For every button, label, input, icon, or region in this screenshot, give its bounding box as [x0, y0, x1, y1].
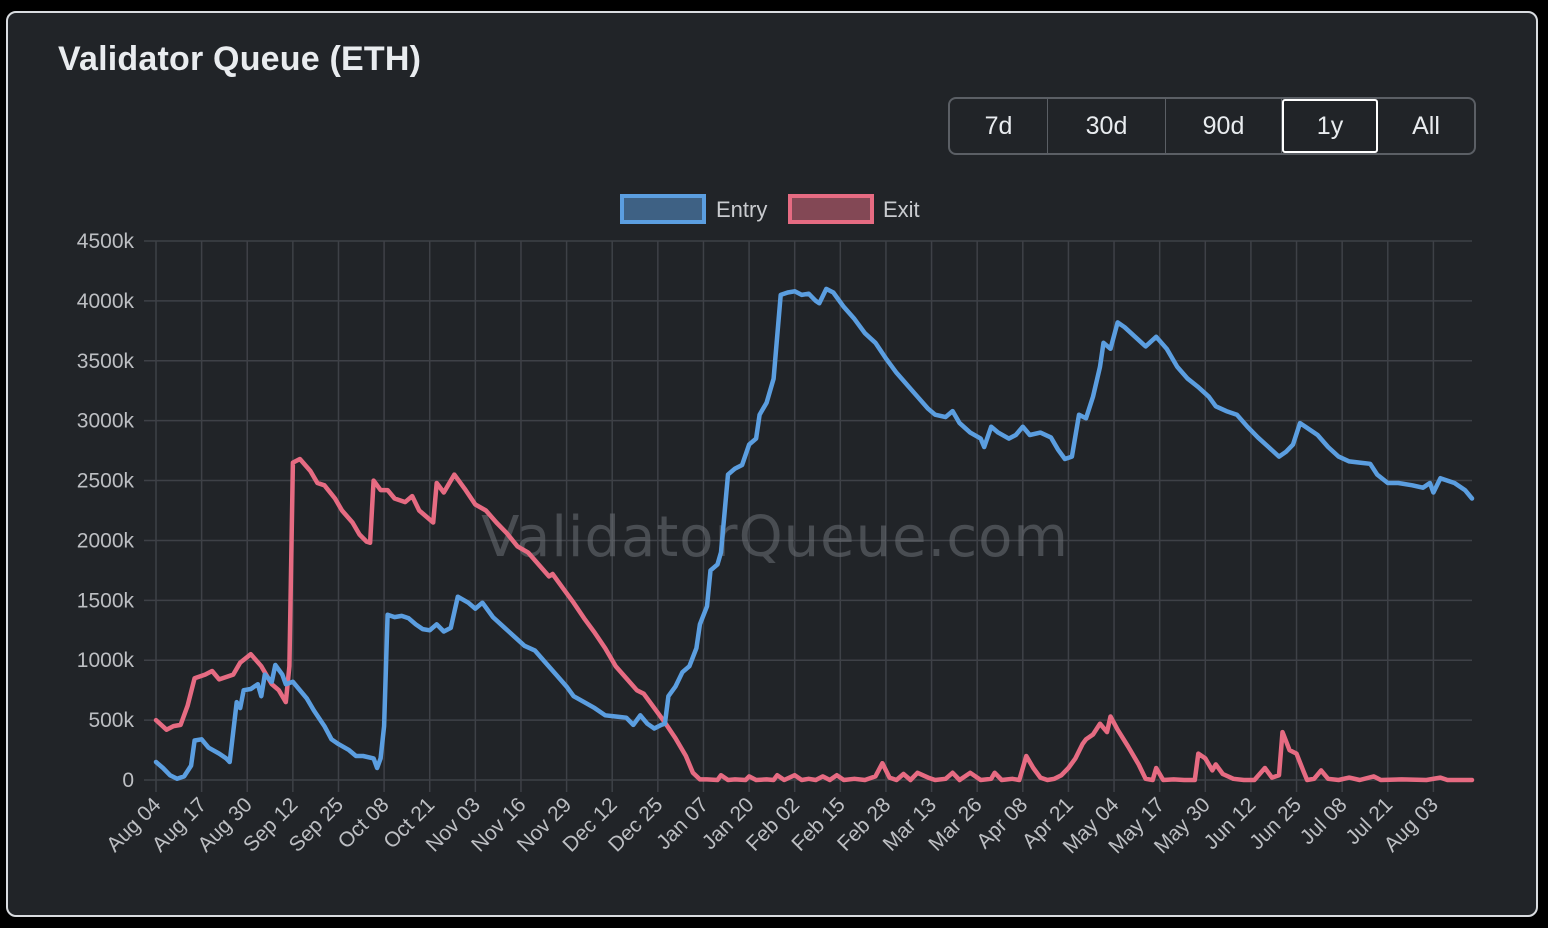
range-button-30d[interactable]: 30d — [1048, 99, 1166, 153]
y-axis-ticks: 0 500k 1000k 1500k 2000k 2500k 3000k 3500k 4000k… — [77, 230, 135, 792]
y-tick-label: 1500k — [77, 589, 135, 612]
x-tick-label: Jun 25 — [1245, 793, 1306, 854]
chart-series — [153, 286, 1475, 783]
chart-card — [6, 11, 1538, 917]
y-tick-label: 500k — [88, 709, 134, 732]
y-tick-label: 0 — [122, 769, 134, 792]
legend-item-exit[interactable]: Exit — [788, 194, 920, 224]
series-line-exit — [153, 456, 1475, 783]
range-button-90d[interactable]: 90d — [1166, 99, 1282, 153]
y-tick-label: 3000k — [77, 410, 135, 433]
watermark: ValidatorQueue.com — [481, 505, 1069, 570]
range-button-all[interactable]: All — [1412, 111, 1440, 140]
legend-swatch — [788, 194, 874, 224]
series-line-entry — [153, 286, 1475, 782]
y-tick-label: 4500k — [77, 230, 135, 253]
chart-legend[interactable]: Entry Exit — [620, 194, 920, 224]
y-tick-label: 2500k — [77, 470, 135, 493]
page-title: Validator Queue (ETH) — [58, 40, 422, 78]
y-tick-label: 1000k — [77, 649, 135, 672]
legend-item-entry[interactable]: Entry — [620, 194, 767, 224]
y-tick-label: 2000k — [77, 529, 135, 552]
y-tick-label: 4000k — [77, 290, 135, 313]
x-tick-label: Apr 08 — [972, 793, 1032, 853]
legend-label: Exit — [883, 197, 920, 222]
x-tick-label: Jul 08 — [1296, 793, 1352, 849]
y-tick-label: 3500k — [77, 350, 135, 373]
time-range-selector: 7d 30d 90d 1y All — [948, 97, 1476, 155]
range-button-1y[interactable]: 1y — [1282, 99, 1378, 153]
x-tick-label: Oct 08 — [334, 793, 394, 853]
range-button-7d[interactable]: 7d — [950, 99, 1048, 153]
legend-label: Entry — [716, 197, 767, 222]
legend-swatch — [620, 194, 706, 224]
